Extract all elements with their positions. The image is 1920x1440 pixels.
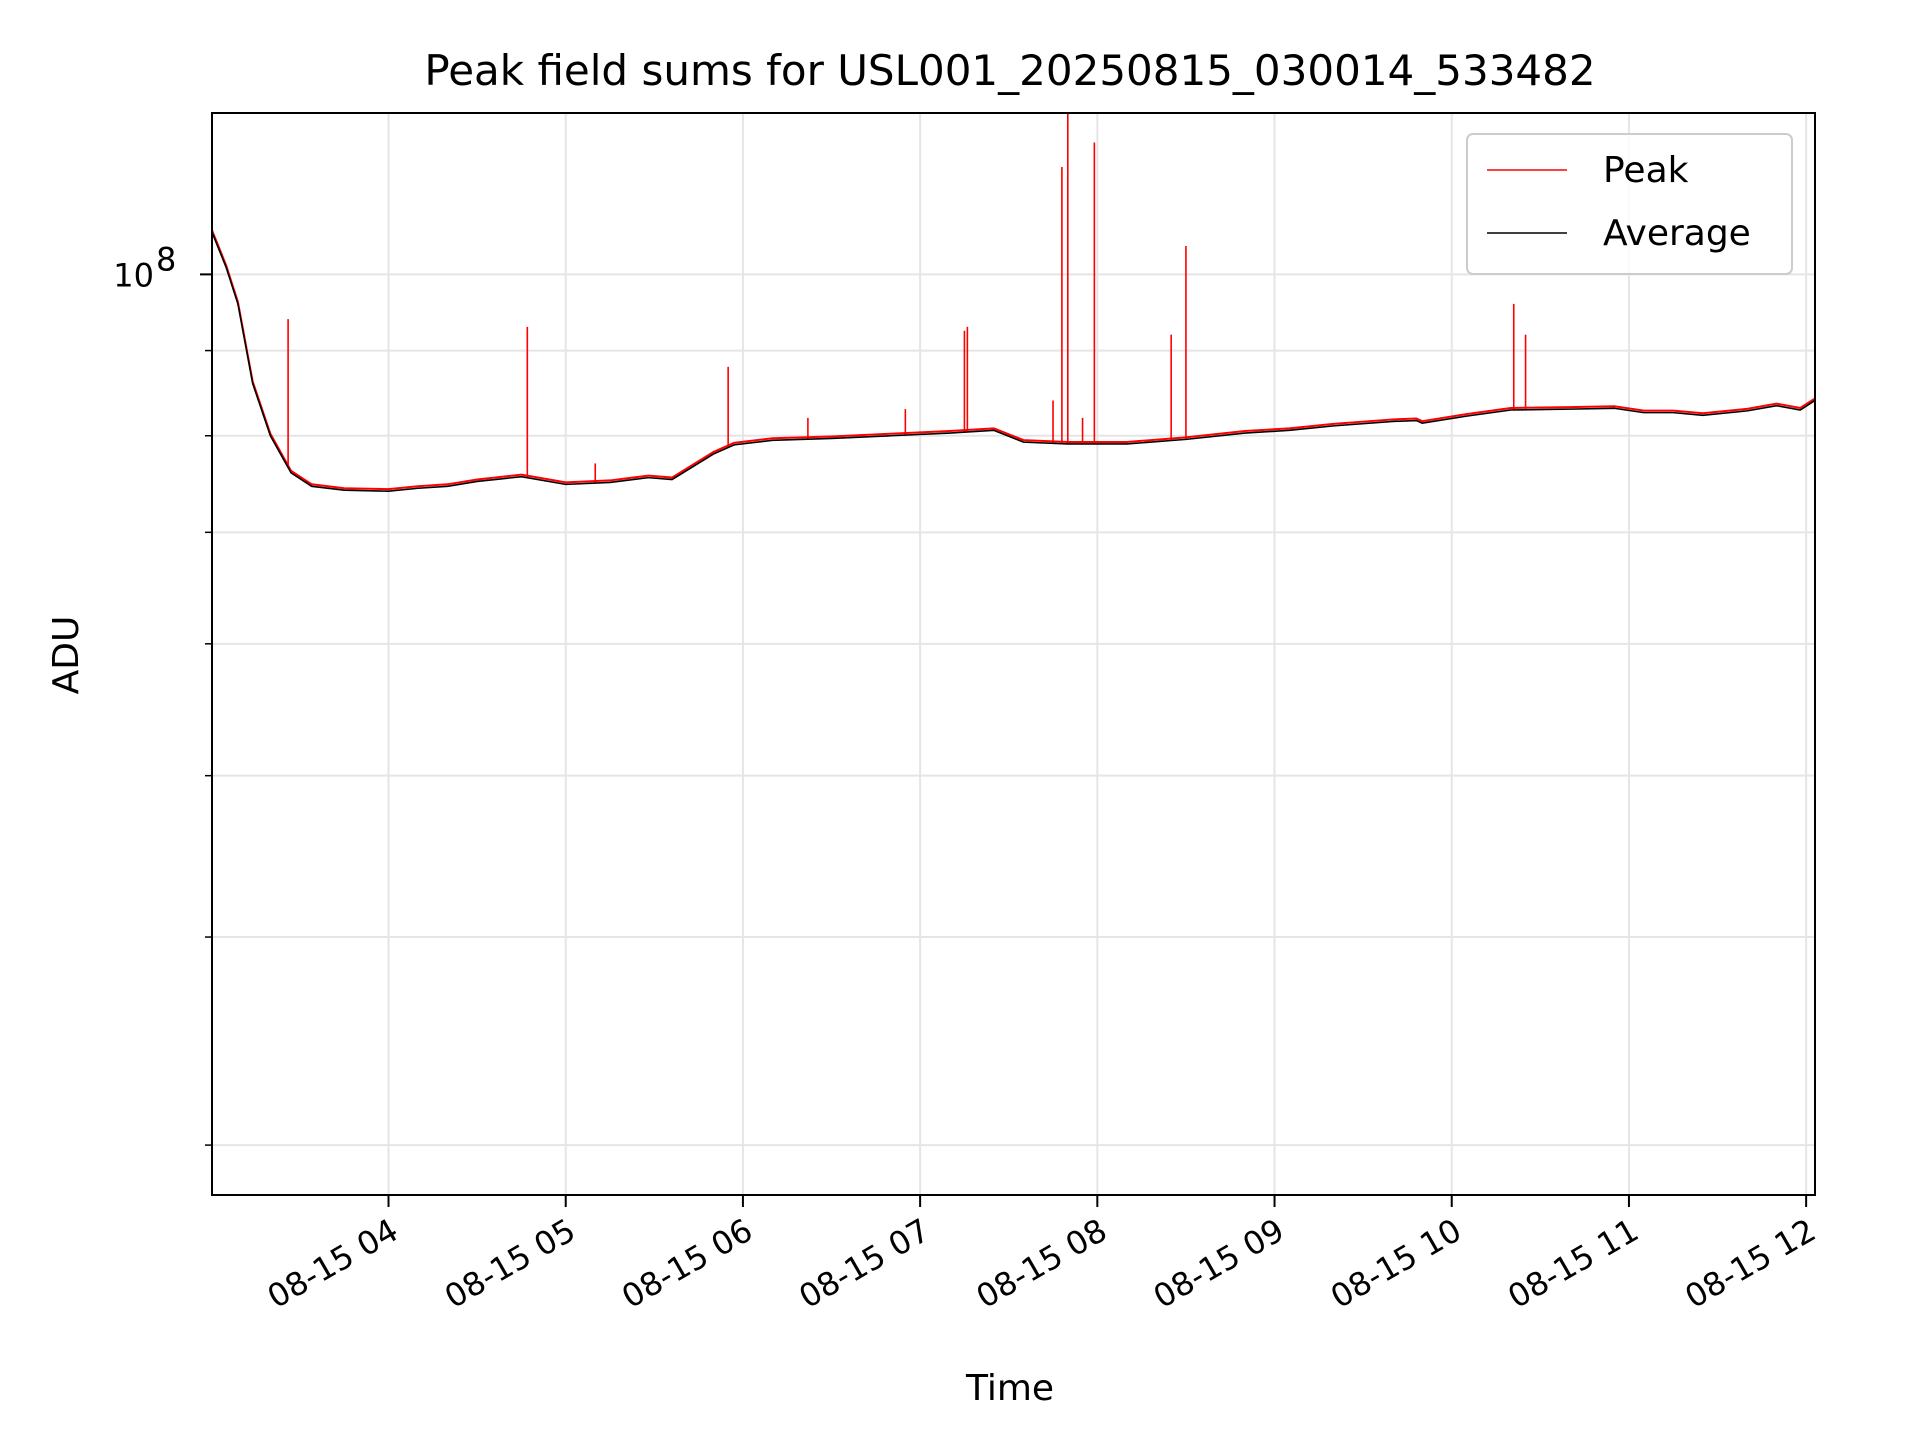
x-tick-label: 08-15 09 [1147, 1211, 1291, 1316]
x-tick-label: 08-15 07 [793, 1211, 937, 1316]
x-tick-label: 08-15 10 [1324, 1211, 1468, 1316]
legend: Peak Average [1466, 133, 1793, 275]
y-tick-label: 10 [113, 256, 154, 294]
x-tick-label: 08-15 12 [1679, 1211, 1823, 1316]
legend-average-label: Average [1603, 213, 1751, 254]
x-axis-title: Time [965, 1368, 1054, 1409]
y-axis: 10 8 [113, 240, 212, 1146]
series-layer [211, 113, 1816, 492]
legend-box [1466, 133, 1793, 275]
plot-frame [211, 112, 1816, 1196]
x-tick-label: 08-15 04 [261, 1211, 405, 1316]
x-tick-label: 08-15 05 [438, 1211, 582, 1316]
y-tick-exponent: 8 [156, 240, 176, 278]
average-series-line [211, 231, 1816, 492]
legend-peak-label: Peak [1603, 150, 1689, 191]
x-tick-label: 08-15 08 [970, 1211, 1114, 1316]
x-tick-label: 08-15 06 [615, 1211, 759, 1316]
peak-series-line [211, 229, 1816, 491]
grid [212, 113, 1815, 1195]
x-tick-label: 08-15 11 [1501, 1211, 1645, 1316]
chart-title: Peak field sums for USL001_20250815_0300… [424, 46, 1595, 95]
y-axis-title: ADU [46, 616, 87, 695]
x-axis: 08-15 04 08-15 05 08-15 06 08-15 07 08-15 08… [261, 1195, 1822, 1316]
